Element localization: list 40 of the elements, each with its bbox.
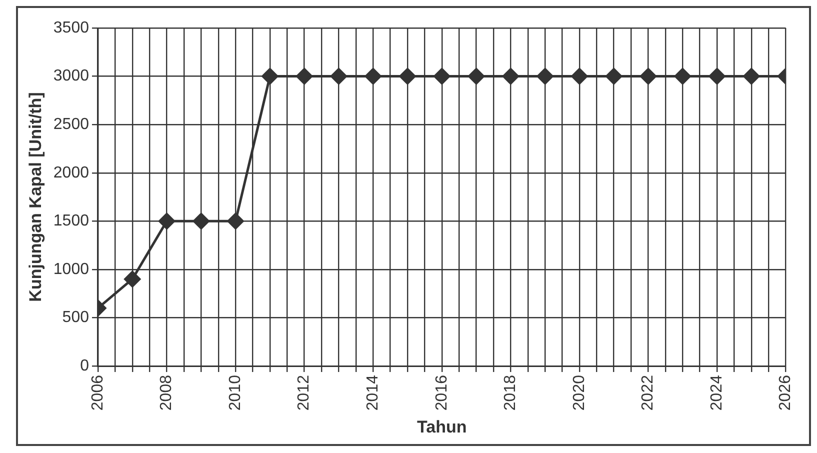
point	[468, 68, 485, 85]
x-tick-label: 2010	[226, 374, 244, 411]
y-tick-label: 3000	[53, 68, 90, 85]
point	[399, 68, 416, 85]
x-tick-label: 2018	[502, 374, 520, 411]
point	[502, 68, 519, 85]
point	[606, 68, 622, 85]
x-axis-title: Tahun	[417, 417, 467, 436]
point	[434, 68, 450, 85]
y-tick-label: 0	[80, 357, 90, 374]
y-tick-label: 2000	[53, 164, 90, 182]
point	[571, 68, 588, 85]
point	[192, 212, 210, 230]
point	[296, 68, 313, 85]
y-tick-label: 1500	[53, 212, 90, 230]
point	[708, 68, 726, 85]
x-tick-label: 2016	[433, 374, 450, 411]
point	[364, 68, 382, 85]
x-tick-label: 2012	[296, 374, 313, 411]
x-tick-label: 2022	[640, 374, 657, 411]
x-tick-label: 2026	[777, 374, 794, 411]
x-tick-label: 2020	[570, 374, 588, 411]
x-tick-label: 2006	[89, 374, 106, 411]
y-tick-label: 500	[62, 309, 90, 326]
point	[330, 68, 347, 85]
y-axis-title: Kunjungan Kapal [Unit/th]	[26, 92, 45, 302]
point	[674, 68, 691, 85]
point	[262, 68, 278, 85]
x-tick-label: 2024	[708, 374, 726, 411]
y-tick-label: 3500	[53, 19, 90, 36]
point	[536, 68, 554, 85]
x-tick-label: 2014	[364, 374, 382, 411]
point	[227, 212, 244, 230]
point	[158, 212, 176, 230]
y-tick-label: 1000	[53, 260, 90, 278]
point	[640, 68, 656, 85]
point	[124, 270, 141, 288]
point	[743, 68, 760, 85]
x-tick-label: 2008	[158, 374, 176, 411]
y-tick-label: 2500	[53, 116, 90, 133]
